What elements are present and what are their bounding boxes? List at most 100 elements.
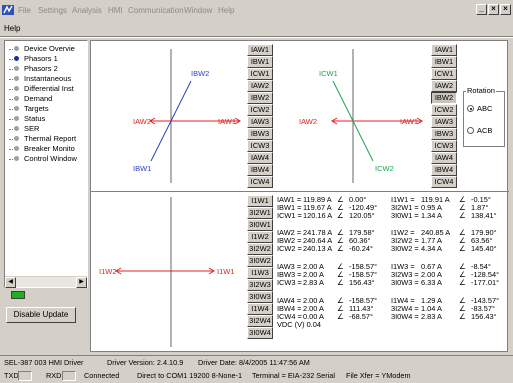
arrow-iaw1-icon — [416, 117, 423, 125]
toggle-3i0w2[interactable]: 3I0W2 — [247, 255, 273, 267]
magnitude-value: 120.16 A — [303, 211, 333, 220]
arrow-i1w2-icon — [115, 267, 122, 275]
toggle-iaw4-2[interactable]: IAW4 — [431, 152, 457, 164]
menu-help[interactable]: Help — [218, 6, 235, 15]
help-menu[interactable]: Help — [4, 24, 21, 33]
node-icon — [14, 76, 19, 82]
tree-item-breaker-monitor[interactable]: Breaker Monito — [9, 144, 87, 154]
toggle-icw2-2[interactable]: ICW2 — [431, 104, 457, 116]
toggle-icw3-2[interactable]: ICW3 — [431, 140, 457, 152]
menu-communication[interactable]: Communication — [128, 6, 184, 15]
minimize-button[interactable]: _ — [476, 4, 487, 15]
angle-icon: ∠ — [459, 296, 466, 305]
menu-window[interactable]: Window — [184, 6, 213, 15]
tree-connector — [9, 78, 13, 80]
restore-button[interactable]: × — [488, 4, 499, 15]
rotation-abc-radio[interactable]: ABC — [467, 104, 492, 113]
tree-item-control-window[interactable]: Control Window — [9, 154, 87, 164]
quantity-label: I1W4 = — [391, 296, 415, 305]
toggle-icw4[interactable]: ICW4 — [247, 176, 273, 188]
toggle-ibw1[interactable]: IBW1 — [247, 56, 273, 68]
toggle-ibw4-2[interactable]: IBW4 — [431, 164, 457, 176]
toggle-icw2[interactable]: ICW2 — [247, 104, 273, 116]
quantity-label: IBW3 = — [277, 270, 302, 279]
tree-item-phasors-2[interactable]: Phasors 2 — [9, 64, 87, 74]
label-ibw1: IBW1 — [133, 164, 151, 173]
toolbar-separator — [0, 36, 513, 38]
label-iaw2: IAW2 — [299, 117, 317, 126]
tree-item-targets[interactable]: Targets — [9, 104, 87, 114]
angle-value: -0.15° — [471, 195, 491, 204]
tree-horizontal-scrollbar[interactable]: ◀ ▶ — [5, 276, 87, 288]
toggle-iaw1[interactable]: IAW1 — [247, 44, 273, 56]
toggle-3i0w1[interactable]: 3I0W1 — [247, 219, 273, 231]
status-driver-version: Driver Version: 2.4.10.9 — [107, 358, 184, 367]
tree-item-status[interactable]: Status — [9, 114, 87, 124]
angle-icon: ∠ — [337, 312, 344, 321]
menu-hmi[interactable]: HMI — [108, 6, 123, 15]
menu-file[interactable]: File — [18, 6, 31, 15]
radio-label: ABC — [477, 104, 493, 113]
angle-icon: ∠ — [337, 296, 344, 305]
toggle-icw4-2[interactable]: ICW4 — [431, 176, 457, 188]
tree-item-label: Status — [24, 114, 46, 123]
close-button[interactable]: × — [500, 4, 511, 15]
toggle-i1w4[interactable]: I1W4 — [247, 303, 273, 315]
toggle-iaw1-2[interactable]: IAW1 — [431, 44, 457, 56]
quantity-label: IAW3 = — [277, 262, 302, 271]
toggle-iaw3-2[interactable]: IAW3 — [431, 116, 457, 128]
tree-item-differential-inst[interactable]: Differential Inst — [9, 84, 87, 94]
menu-settings[interactable]: Settings — [38, 6, 67, 15]
magnitude-value: 0.67 A — [421, 262, 442, 271]
toggle-iaw2[interactable]: IAW2 — [247, 80, 273, 92]
toggle-iaw4[interactable]: IAW4 — [247, 152, 273, 164]
node-icon — [14, 86, 19, 92]
toggle-ibw1-2[interactable]: IBW1 — [431, 56, 457, 68]
app-icon — [2, 5, 14, 15]
toggle-iaw2-2[interactable]: IAW2 — [431, 80, 457, 92]
toggle-3i0w4[interactable]: 3I0W4 — [247, 327, 273, 339]
toggle-i1w1[interactable]: I1W1 — [247, 195, 273, 207]
measurements-right: I1W1 = 119.91 A ∠ -0.15° 3I2W1 = 0.95 A ∠ 1.87… — [391, 196, 506, 346]
toggle-3i0w3[interactable]: 3I0W3 — [247, 291, 273, 303]
toggle-i1w3[interactable]: I1W3 — [247, 267, 273, 279]
tree-item-thermal-report[interactable]: Thermal Report — [9, 134, 87, 144]
toggle-3i2w3[interactable]: 3I2W3 — [247, 279, 273, 291]
status-file-xfer: File Xfer = YModem — [346, 371, 411, 380]
toggle-ibw3[interactable]: IBW3 — [247, 128, 273, 140]
tree-item-ser[interactable]: SER — [9, 124, 87, 134]
tree-item-label: Phasors 2 — [24, 64, 58, 73]
disable-update-button[interactable]: Disable Update — [6, 307, 76, 323]
toggle-ibw3-2[interactable]: IBW3 — [431, 128, 457, 140]
tree-item-demand[interactable]: Demand — [9, 94, 87, 104]
node-icon — [14, 106, 19, 112]
toggle-icw1[interactable]: ICW1 — [247, 68, 273, 80]
tree-item-phasors-1[interactable]: Phasors 1 — [9, 54, 87, 64]
scroll-left-button[interactable]: ◀ — [5, 277, 16, 288]
toggle-ibw4[interactable]: IBW4 — [247, 164, 273, 176]
tree-connector — [9, 108, 13, 110]
label-icw1: ICW1 — [319, 69, 338, 78]
toggle-i1w2[interactable]: I1W2 — [247, 231, 273, 243]
scroll-right-button[interactable]: ▶ — [76, 277, 87, 288]
tree-item-instantaneous[interactable]: Instantaneous — [9, 74, 87, 84]
magnitude-value: 2.00 A — [303, 262, 324, 271]
rotation-acb-radio[interactable]: ACB — [467, 126, 492, 135]
toggle-ibw2-2[interactable]: IBW2 — [431, 92, 457, 104]
angle-value: -158.57° — [349, 270, 378, 279]
quantity-label: I1W1 = — [391, 195, 415, 204]
toggle-ibw2[interactable]: IBW2 — [247, 92, 273, 104]
magnitude-value: 6.33 A — [421, 278, 442, 287]
toggle-3i2w2[interactable]: 3I2W2 — [247, 243, 273, 255]
toggle-icw3[interactable]: ICW3 — [247, 140, 273, 152]
angle-value: -120.49° — [349, 203, 378, 212]
tree-item-device-overview[interactable]: Device Overvie — [9, 44, 87, 54]
toggle-iaw3[interactable]: IAW3 — [247, 116, 273, 128]
toggle-3i2w1[interactable]: 3I2W1 — [247, 207, 273, 219]
magnitude-value: 119.67 A — [303, 203, 332, 212]
quantity-label: 3I0W2 = — [391, 244, 419, 253]
toggle-icw1-2[interactable]: ICW1 — [431, 68, 457, 80]
toggle-3i2w4[interactable]: 3I2W4 — [247, 315, 273, 327]
quantity-label: IAW2 = — [277, 228, 302, 237]
menu-analysis[interactable]: Analysis — [72, 6, 102, 15]
